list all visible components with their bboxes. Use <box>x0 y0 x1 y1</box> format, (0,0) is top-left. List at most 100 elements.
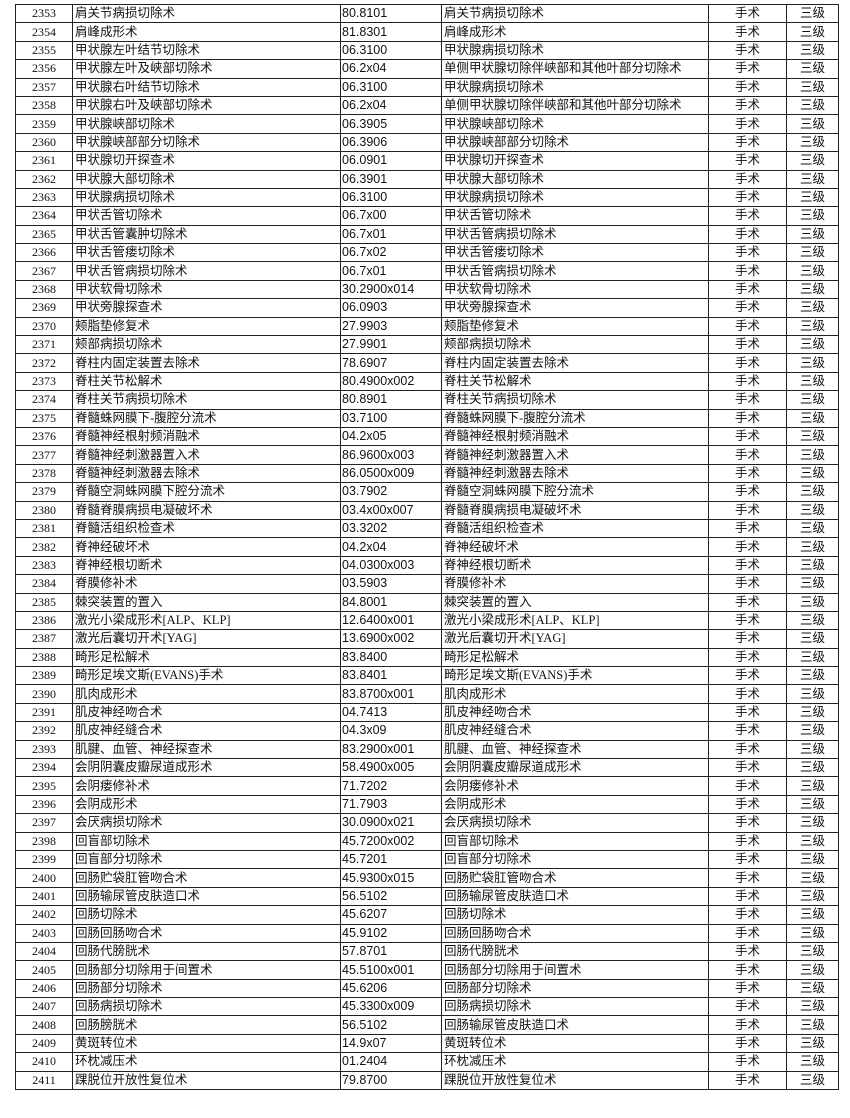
category-cell: 手术 <box>708 500 787 520</box>
grade-cell: 三级 <box>786 316 839 337</box>
grade-cell: 三级 <box>786 849 839 870</box>
standard-name-cell: 黄斑转位术 <box>441 1033 709 1054</box>
operation-name-cell: 甲状腺左叶结节切除术 <box>72 40 341 61</box>
operation-code-cell: 06.0901 <box>340 151 442 171</box>
operation-name-cell: 会厌病损切除术 <box>72 813 341 833</box>
grade-cell: 三级 <box>786 960 839 980</box>
table-row: 2366 甲状舌管瘘切除术 06.7x02 甲状舌管瘘切除术 手术 三级 <box>15 243 839 263</box>
operation-name-cell: 畸形足松解术 <box>72 647 341 668</box>
table-row: 2365 甲状舌管囊肿切除术 06.7x01 甲状舌管病损切除术 手术 三级 <box>15 224 839 245</box>
table-row: 2355 甲状腺左叶结节切除术 06.3100 甲状腺病损切除术 手术 三级 <box>15 40 839 61</box>
row-number-cell: 2392 <box>15 721 73 741</box>
row-number-cell: 2385 <box>15 592 73 612</box>
standard-name-cell: 肌肉成形术 <box>441 684 709 704</box>
table-row: 2399 回盲部分切除术 45.7201 回盲部分切除术 手术 三级 <box>15 849 839 870</box>
row-number-cell: 2384 <box>15 574 73 594</box>
grade-cell: 三级 <box>786 279 839 300</box>
category-cell: 手术 <box>708 114 787 134</box>
row-number-cell: 2358 <box>15 95 73 116</box>
table-row: 2361 甲状腺切开探查术 06.0901 甲状腺切开探查术 手术 三级 <box>15 151 839 171</box>
operation-name-cell: 甲状腺切开探查术 <box>72 151 341 171</box>
table-row: 2359 甲状腺峡部切除术 06.3905 甲状腺峡部切除术 手术 三级 <box>15 114 839 134</box>
table-row: 2358 甲状腺右叶及峡部切除术 06.2x04 单侧甲状腺切除伴峡部和其他叶部分切除… <box>15 95 839 116</box>
grade-cell: 三级 <box>786 1070 839 1091</box>
operation-name-cell: 黄斑转位术 <box>72 1033 341 1054</box>
row-number-cell: 2394 <box>15 758 73 778</box>
table-row: 2411 踝脱位开放性复位术 79.8700 踝脱位开放性复位术 手术 三级 <box>15 1070 839 1091</box>
operation-name-cell: 甲状舌管病损切除术 <box>72 261 341 281</box>
operation-name-cell: 肌皮神经缝合术 <box>72 721 341 741</box>
table-row: 2356 甲状腺左叶及峡部切除术 06.2x04 单侧甲状腺切除伴峡部和其他叶部分切除… <box>15 59 839 79</box>
grade-cell: 三级 <box>786 555 839 576</box>
standard-name-cell: 肩关节病损切除术 <box>441 3 709 24</box>
row-number-cell: 2383 <box>15 555 73 576</box>
grade-cell: 三级 <box>786 610 839 631</box>
grade-cell: 三级 <box>786 22 839 42</box>
operation-name-cell: 脊髓神经刺激器置入术 <box>72 445 341 465</box>
table-row: 2390 肌肉成形术 83.8700x001 肌肉成形术 手术 三级 <box>15 684 839 704</box>
table-row: 2405 回肠部分切除用于间置术 45.5100x001 回肠部分切除用于间置术 手术三… <box>15 960 839 980</box>
operation-code-cell: 06.3100 <box>340 40 442 61</box>
row-number-cell: 2372 <box>15 353 73 373</box>
operation-name-cell: 会阴阴囊皮瓣尿道成形术 <box>72 758 341 778</box>
table-body: 2353 肩关节病损切除术 80.8101 肩关节病损切除术 手术 三级 2354 肩峰成形术… <box>15 3 839 1091</box>
category-cell: 手术 <box>708 702 787 723</box>
row-number-cell: 2398 <box>15 831 73 851</box>
grade-cell: 三级 <box>786 463 839 484</box>
row-number-cell: 2405 <box>15 960 73 980</box>
row-number-cell: 2357 <box>15 77 73 97</box>
category-cell: 手术 <box>708 978 787 999</box>
grade-cell: 三级 <box>786 298 839 318</box>
grade-cell: 三级 <box>786 390 839 410</box>
table-row: 2373 脊柱关节松解术 80.4900x002 脊柱关节松解术 手术 三级 <box>15 371 839 392</box>
row-number-cell: 2375 <box>15 408 73 428</box>
grade-cell: 三级 <box>786 1052 839 1072</box>
grade-cell: 三级 <box>786 647 839 668</box>
operation-code-cell: 13.6900x002 <box>340 629 442 649</box>
operation-code-cell: 56.5102 <box>340 886 442 907</box>
operation-name-cell: 脊髓神经刺激器去除术 <box>72 463 341 484</box>
standard-name-cell: 甲状腺大部切除术 <box>441 169 709 189</box>
category-cell: 手术 <box>708 77 787 97</box>
grade-cell: 三级 <box>786 151 839 171</box>
grade-cell: 三级 <box>786 445 839 465</box>
operation-code-cell: 27.9901 <box>340 335 442 355</box>
operation-name-cell: 甲状腺峡部切除术 <box>72 114 341 134</box>
category-cell: 手术 <box>708 997 787 1017</box>
category-cell: 手术 <box>708 776 787 796</box>
category-cell: 手术 <box>708 187 787 208</box>
category-cell: 手术 <box>708 371 787 392</box>
table-row: 2370 颊脂垫修复术 27.9903 颊脂垫修复术 手术 三级 <box>15 316 839 337</box>
row-number-cell: 2359 <box>15 114 73 134</box>
operation-name-cell: 甲状软骨切除术 <box>72 279 341 300</box>
row-number-cell: 2374 <box>15 390 73 410</box>
standard-name-cell: 脊柱内固定装置去除术 <box>441 353 709 373</box>
standard-name-cell: 脊髓神经根射频消融术 <box>441 426 709 447</box>
row-number-cell: 2364 <box>15 206 73 226</box>
operation-name-cell: 甲状腺峡部部分切除术 <box>72 132 341 153</box>
operation-code-cell: 27.9903 <box>340 316 442 337</box>
operation-code-cell: 45.6207 <box>340 905 442 925</box>
operation-name-cell: 环枕减压术 <box>72 1052 341 1072</box>
row-number-cell: 2356 <box>15 59 73 79</box>
operation-code-cell: 45.6206 <box>340 978 442 999</box>
standard-name-cell: 甲状腺病损切除术 <box>441 187 709 208</box>
category-cell: 手术 <box>708 555 787 576</box>
category-cell: 手术 <box>708 831 787 851</box>
operation-name-cell: 甲状腺右叶结节切除术 <box>72 77 341 97</box>
operation-name-cell: 会阴成形术 <box>72 794 341 815</box>
category-cell: 手术 <box>708 813 787 833</box>
operation-name-cell: 脊神经破坏术 <box>72 537 341 557</box>
table-row: 2368 甲状软骨切除术 30.2900x014 甲状软骨切除术 手术 三级 <box>15 279 839 300</box>
standard-name-cell: 甲状腺峡部切除术 <box>441 114 709 134</box>
category-cell: 手术 <box>708 923 787 943</box>
operation-name-cell: 脊膜修补术 <box>72 574 341 594</box>
row-number-cell: 2404 <box>15 941 73 962</box>
table-row: 2409 黄斑转位术 14.9x07 黄斑转位术 手术 三级 <box>15 1033 839 1054</box>
operation-code-cell: 12.6400x001 <box>340 610 442 631</box>
standard-name-cell: 甲状腺切开探查术 <box>441 151 709 171</box>
grade-cell: 三级 <box>786 261 839 281</box>
grade-cell: 三级 <box>786 169 839 189</box>
table-row: 2353 肩关节病损切除术 80.8101 肩关节病损切除术 手术 三级 <box>15 3 839 24</box>
standard-name-cell: 脊髓神经刺激器去除术 <box>441 463 709 484</box>
